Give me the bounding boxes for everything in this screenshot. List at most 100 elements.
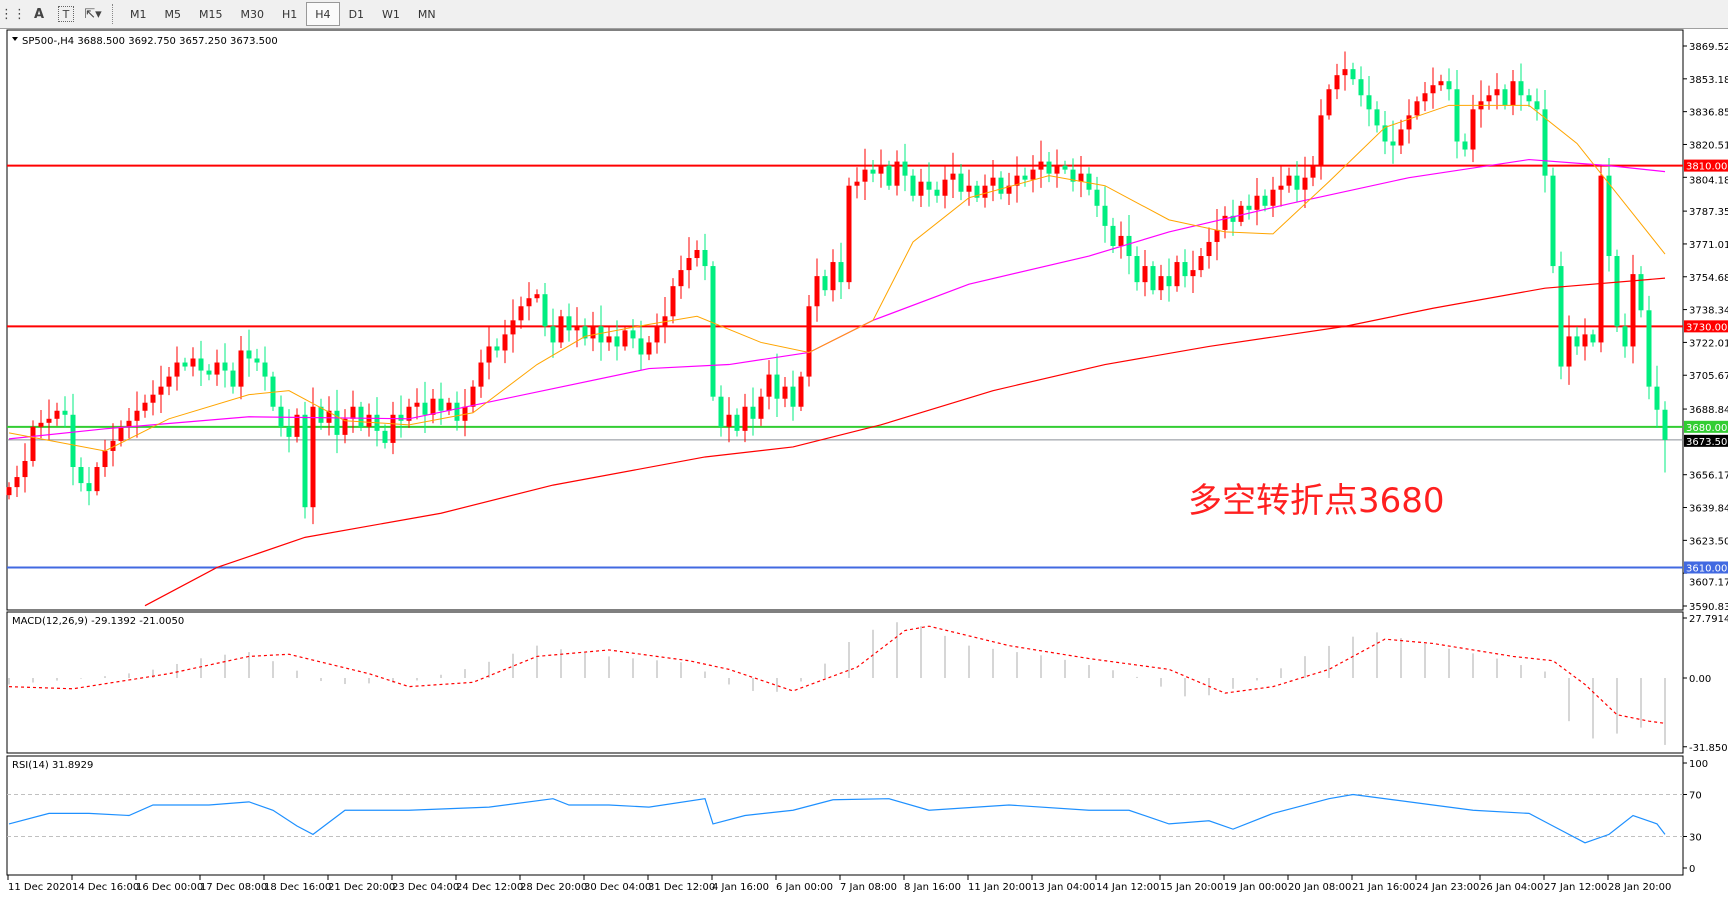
candle-body [726,414,732,427]
candle-body [1598,175,1604,343]
time-tick-label: 7 Jan 08:00 [840,882,897,893]
candle-body [822,276,828,291]
candle-body [1158,276,1164,291]
candle-body [486,346,492,363]
timeframe-m5-button[interactable]: M5 [164,7,182,21]
collapse-triangle-icon[interactable] [12,37,18,41]
price-tick-label: 3869.520 [1689,42,1728,53]
candle-body [1054,165,1060,174]
timeframe-d1-button[interactable]: D1 [348,7,365,21]
candle-body [1094,189,1100,206]
candle-body [1446,81,1452,90]
candle-body [214,362,220,375]
candle-body [406,406,412,421]
timeframe-h1-button[interactable]: H1 [282,7,298,21]
candle-body [1326,89,1332,116]
candle-body [1662,409,1668,440]
candle-body [758,396,764,419]
price-tick-label: 3639.840 [1689,504,1728,515]
candle-body [694,249,700,259]
time-tick-label: 8 Jan 16:00 [904,882,961,893]
candle-body [1006,185,1012,194]
time-tick-label: 11 Jan 20:00 [968,882,1031,893]
time-tick-label: 30 Dec 04:00 [584,882,651,893]
time-tick-label: 4 Jan 16:00 [712,882,769,893]
candle-body [1342,69,1348,76]
grid-icon[interactable]: ⋮⋮ [0,6,26,22]
arrows-icon[interactable]: ⇱▾ [84,6,102,22]
timeframe-mn-button[interactable]: MN [417,7,436,21]
candle-body [1182,262,1188,277]
candle-body [542,294,548,327]
candle-body [1286,175,1292,186]
candle-body [118,426,124,441]
candle-body [670,286,676,317]
ma-slow-line [144,277,1666,607]
macd-tick-label: 0.00 [1689,674,1711,685]
time-tick-label: 16 Dec 00:00 [136,882,203,893]
turning-point-annotation: 多空转折点3680 [1188,481,1445,521]
candle-body [1430,85,1436,94]
candle-body [342,418,348,435]
candle-body [766,374,772,397]
candle-body [838,262,844,283]
rsi-panel [6,755,1684,876]
candle-body [102,450,108,468]
candle-body [638,338,644,355]
candle-body [934,189,940,196]
candle-body [1502,89,1508,106]
timeframe-m1-button[interactable]: M1 [130,7,147,21]
time-tick-label: 14 Dec 16:00 [72,882,139,893]
candle-body [262,362,268,377]
rsi-tick-label: 30 [1689,833,1702,844]
candle-body [1398,129,1404,146]
macd-series [8,622,1666,745]
candle-body [1086,173,1092,190]
candle-body [494,346,500,351]
timeframe-w1-button[interactable]: W1 [382,7,400,21]
candle-body [1222,215,1228,230]
candle-body [886,165,892,186]
timeframe-h4-button[interactable]: H4 [306,2,340,26]
candle-body [222,362,228,371]
timeframe-group: M1 M5 M15 M30 H1 H4 D1 W1 MN [121,2,445,26]
time-tick-label: 19 Jan 00:00 [1224,882,1287,893]
candle-body [366,414,372,427]
candle-body [1310,165,1316,178]
text-icon[interactable]: A [33,6,45,22]
candle-body [1622,326,1628,347]
time-tick-label: 21 Dec 20:00 [328,882,395,893]
candle-body [1278,185,1284,190]
candle-body [1630,274,1636,347]
timeframe-m15-button[interactable]: M15 [199,7,223,21]
text-label-icon[interactable]: T [58,6,74,22]
candle-body [950,173,956,180]
candle-body [982,185,988,198]
candle-body [1102,205,1108,226]
candle-body [1302,177,1308,190]
candle-body [1190,270,1196,277]
price-tick-label: 3722.010 [1689,338,1728,349]
price-tick-label: 3738.345 [1689,306,1728,317]
candle-body [1230,215,1236,222]
rsi-tick-label: 0 [1689,864,1695,875]
level-price-label: 3673.500 [1686,437,1728,448]
price-tick-label: 3853.185 [1689,75,1728,86]
time-tick-label: 6 Jan 00:00 [776,882,833,893]
candle-body [750,406,756,419]
timeframe-m30-button[interactable]: M30 [240,7,265,21]
candle-body [382,430,388,443]
candle-body [526,298,532,307]
main-panel [6,29,1684,611]
candle-body [1022,175,1028,180]
level-price-tag [1684,159,1728,172]
candle-body [830,262,836,291]
level-price-tag [1684,420,1728,433]
candle-body [734,414,740,431]
candle-body [870,169,876,174]
time-tick-label: 18 Dec 16:00 [264,882,331,893]
candle-body [854,181,860,186]
candle-body [1246,205,1252,210]
level-price-label: 3810.000 [1686,162,1728,173]
